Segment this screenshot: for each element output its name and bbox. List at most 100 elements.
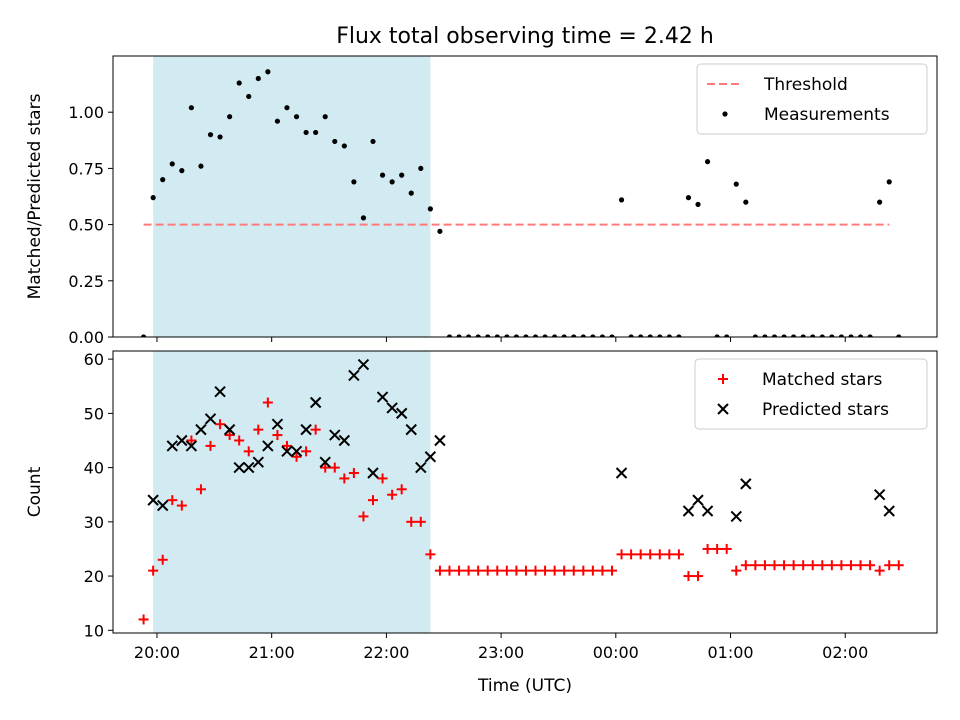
predicted-star-marker-b [243,461,255,474]
predicted-star-marker [195,423,207,436]
x-tick-label: 00:00 [593,643,639,662]
predicted-star-marker [386,402,398,414]
predicted-star-marker [376,391,389,403]
measurement-point [446,334,453,337]
measurement-point [370,138,376,145]
matched-star-marker [702,543,713,554]
matched-star-marker [578,565,589,576]
matched-star-marker [530,565,541,576]
measurement-point [485,334,491,337]
matched-star-marker [568,565,579,576]
matched-star-marker [712,543,723,554]
predicted-star-marker [166,440,178,452]
y-tick-label: 30 [84,513,104,532]
measurement-point [313,129,319,136]
legend-predicted-swatch-b [717,403,729,415]
measurement-point [389,179,395,185]
predicted-star-marker [348,369,360,382]
matched-star-marker [377,473,388,484]
measurement-point [341,143,347,149]
y-tick-label: 60 [84,350,104,369]
measurement-point [418,165,424,171]
x-tick-label: 21:00 [249,643,295,662]
matched-star-marker [463,565,474,576]
predicted-star-marker [367,467,379,479]
measurement-point [427,206,433,212]
matched-star-marker [893,560,904,571]
x-tick-label: 01:00 [707,643,753,662]
measurement-point [475,334,481,337]
measurement-point [857,334,864,337]
legend-label: Threshold [763,75,848,95]
matched-star-marker [769,560,780,571]
measurement-point [724,334,730,337]
predicted-star-marker [434,434,446,447]
y-tick-label: 0.50 [68,216,104,235]
predicted-star-marker-b [367,467,379,479]
matched-star-marker [473,565,484,576]
x-axis-label: Time (UTC) [477,676,572,696]
predicted-star-marker-b [740,478,752,490]
measurement-point [542,334,548,337]
predicted-star-marker-b [883,505,895,517]
predicted-star-marker [157,499,169,512]
y-tick-label: 10 [84,621,104,640]
measurement-point [456,334,462,337]
matched-star-marker [721,543,732,554]
measurement-point [523,334,529,337]
matched-star-marker [415,516,426,527]
predicted-star-marker-b [873,489,886,501]
measurement-point [207,132,214,138]
matched-star-marker [884,560,895,571]
legend-label: Predicted stars [762,400,889,420]
y-axis-label: Count [25,466,45,517]
predicted-star-marker [223,423,236,436]
predicted-star-marker [338,434,351,447]
measurement-point [188,105,194,111]
predicted-star-marker-b [395,407,408,420]
predicted-star-marker-b [157,499,169,512]
measurement-point [284,105,290,111]
measurement-point [771,334,778,337]
matched-star-marker [836,560,847,571]
measurement-point [140,334,147,337]
measurement-point [810,334,816,337]
matched-star-marker [549,565,560,576]
measurement-point [628,334,634,337]
predicted-star-marker-b [376,391,389,403]
measurement-point [752,334,758,337]
matched-star-marker [635,549,646,560]
predicted-star-marker [309,396,322,409]
legend-measurement-swatch [722,111,728,117]
measurement-point [179,168,185,174]
measurement-point [255,75,261,82]
predicted-star-marker-b [405,423,417,436]
predicted-star-marker-b [348,369,360,382]
measurement-point [198,163,204,169]
matched-star-marker [368,495,379,506]
y-tick-label: 40 [84,459,104,478]
predicted-star-marker-b [300,423,312,436]
matched-star-marker [645,549,656,560]
predicted-star-marker-b [329,429,341,441]
matched-star-marker [874,565,885,576]
measurement-point [265,69,271,75]
x-tick-label: 20:00 [134,643,180,662]
measurement-point [360,215,367,221]
measurement-point [236,80,242,86]
matched-star-marker [243,446,254,457]
measurement-point [848,334,854,337]
matched-star-marker [855,560,866,571]
predicted-star-marker [692,494,704,506]
predicted-star-marker-b [281,445,293,458]
matched-star-marker [807,560,818,571]
matched-star-marker [281,440,292,451]
measurement-point [695,201,701,207]
measurement-point [829,334,835,337]
matched-star-marker [845,560,856,571]
matched-star-marker [559,565,570,576]
measurement-point [800,334,806,337]
matched-star-marker [750,560,761,571]
measurement-point [657,334,663,337]
predicted-star-marker-b [319,456,331,468]
